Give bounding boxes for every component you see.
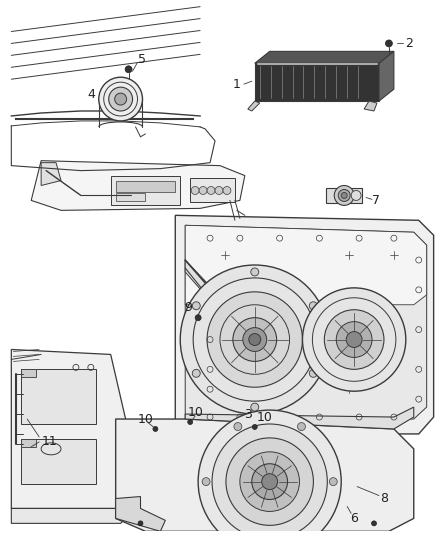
- Circle shape: [115, 93, 127, 105]
- Circle shape: [334, 185, 354, 205]
- Circle shape: [153, 426, 158, 431]
- Circle shape: [99, 77, 142, 121]
- Polygon shape: [379, 51, 394, 101]
- Polygon shape: [185, 407, 414, 429]
- Circle shape: [191, 187, 199, 195]
- Text: 1: 1: [233, 78, 241, 91]
- Circle shape: [329, 478, 337, 486]
- Polygon shape: [175, 215, 434, 434]
- Bar: [190, 177, 235, 203]
- Text: 7: 7: [372, 194, 380, 207]
- Polygon shape: [248, 101, 260, 111]
- Circle shape: [385, 40, 392, 47]
- Circle shape: [252, 464, 288, 499]
- Text: 6: 6: [350, 512, 358, 525]
- Circle shape: [223, 187, 231, 195]
- Circle shape: [138, 521, 143, 526]
- Text: 3: 3: [244, 408, 252, 421]
- Polygon shape: [255, 51, 394, 63]
- Text: 10: 10: [257, 410, 272, 424]
- Circle shape: [215, 187, 223, 195]
- Circle shape: [351, 190, 361, 200]
- Polygon shape: [185, 260, 223, 312]
- Circle shape: [371, 521, 377, 526]
- Circle shape: [324, 310, 384, 369]
- Polygon shape: [11, 350, 126, 508]
- Circle shape: [249, 334, 261, 345]
- Circle shape: [240, 452, 300, 512]
- Circle shape: [202, 478, 210, 486]
- Text: 8: 8: [380, 492, 388, 505]
- Bar: [21, 369, 96, 424]
- Circle shape: [338, 190, 350, 201]
- Text: 4: 4: [87, 87, 95, 101]
- Polygon shape: [11, 508, 135, 523]
- Circle shape: [195, 314, 201, 321]
- Polygon shape: [185, 225, 427, 419]
- Circle shape: [336, 321, 372, 358]
- Circle shape: [341, 192, 347, 198]
- Circle shape: [192, 302, 200, 310]
- Circle shape: [188, 419, 193, 424]
- Polygon shape: [41, 163, 61, 185]
- Bar: [21, 439, 36, 447]
- Text: 2: 2: [405, 37, 413, 50]
- Polygon shape: [31, 160, 245, 211]
- Circle shape: [192, 369, 200, 377]
- Circle shape: [252, 424, 257, 430]
- Circle shape: [212, 424, 327, 533]
- Circle shape: [243, 328, 267, 351]
- Circle shape: [198, 410, 341, 533]
- Text: 9: 9: [184, 301, 192, 314]
- Circle shape: [251, 268, 259, 276]
- Bar: [21, 369, 36, 377]
- Circle shape: [309, 302, 317, 310]
- Circle shape: [180, 265, 329, 414]
- Circle shape: [262, 474, 278, 490]
- Bar: [21, 439, 96, 483]
- Circle shape: [309, 369, 317, 377]
- Text: 11: 11: [41, 435, 57, 448]
- Polygon shape: [185, 225, 427, 305]
- Circle shape: [226, 438, 314, 526]
- Circle shape: [251, 403, 259, 411]
- Polygon shape: [116, 497, 165, 531]
- Text: 10: 10: [187, 406, 203, 418]
- Bar: [116, 181, 175, 192]
- Circle shape: [125, 66, 132, 72]
- Polygon shape: [364, 101, 377, 111]
- Bar: [116, 193, 145, 201]
- Text: 5: 5: [138, 53, 146, 66]
- Circle shape: [233, 318, 277, 361]
- Bar: [111, 175, 180, 205]
- Circle shape: [207, 292, 303, 387]
- Circle shape: [297, 423, 305, 431]
- Text: 10: 10: [138, 413, 153, 425]
- Polygon shape: [255, 63, 379, 101]
- Circle shape: [109, 87, 133, 111]
- Circle shape: [303, 288, 406, 391]
- Circle shape: [207, 187, 215, 195]
- Bar: [326, 188, 362, 204]
- Circle shape: [199, 187, 207, 195]
- Circle shape: [346, 332, 362, 348]
- Circle shape: [234, 423, 242, 431]
- Polygon shape: [116, 419, 414, 531]
